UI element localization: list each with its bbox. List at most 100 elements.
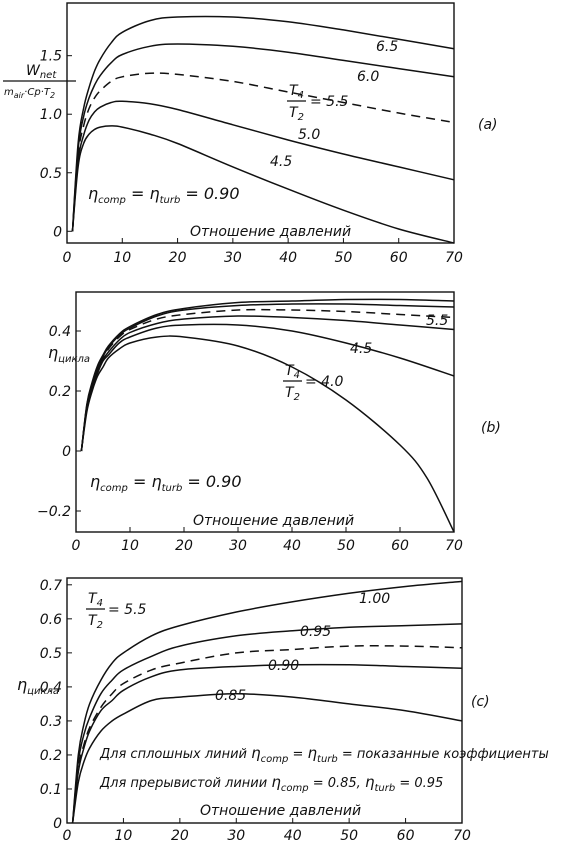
pc-series-0-85 bbox=[71, 692, 463, 824]
pb-series-6-0 bbox=[80, 303, 455, 452]
svg-text:T4: T4 bbox=[289, 83, 304, 101]
panel-c-x-ticks: 0 10 20 30 40 50 60 70 bbox=[63, 818, 471, 844]
panel-c-curve-label-0.90: 0.90 bbox=[268, 658, 299, 674]
panel-c-curve-label-0.95: 0.95 bbox=[300, 624, 331, 640]
panel-a-curves bbox=[71, 15, 455, 244]
panel-b-x-axis-label: Отношение давлений bbox=[193, 513, 354, 529]
panel-b-y-axis-label: ηцикла bbox=[48, 343, 90, 365]
pb-x-tick-label: 20 bbox=[175, 538, 193, 554]
panel-c-ratio-label: T4 T2 = 5.5 bbox=[86, 591, 147, 631]
pa-y-tick-label: 0.5 bbox=[40, 166, 62, 182]
panel-b-curve-label-5.5: 5.5 bbox=[426, 313, 448, 329]
pb-y-tick-label: 0.4 bbox=[49, 324, 71, 340]
pb-x-tick-label: 70 bbox=[445, 538, 463, 554]
pc-y-tick-label: 0 bbox=[53, 816, 62, 832]
panel-c-note-solid: Для сплошных линий ηcomp = ηturb = показ… bbox=[99, 744, 549, 765]
panel-b: 0 10 20 30 40 50 60 70 −0.2 0 0.2 0.4 5.5 4.5 T4 T… bbox=[37, 291, 501, 554]
pa-y-tick-label: 1.0 bbox=[40, 107, 62, 123]
pc-series-dashed bbox=[71, 645, 463, 824]
panel-a-x-ticks: 0 10 20 30 40 50 60 70 bbox=[63, 238, 463, 266]
panel-b-y-ticks: −0.2 0 0.2 0.4 bbox=[37, 324, 81, 520]
pb-series-5-0 bbox=[80, 315, 455, 452]
pb-series-4-0 bbox=[80, 335, 455, 533]
pc-y-tick-label: 0.3 bbox=[40, 714, 62, 730]
panel-b-curve-label-4.5: 4.5 bbox=[350, 341, 372, 357]
pc-x-tick-label: 70 bbox=[453, 828, 471, 844]
pc-y-tick-label: 0.2 bbox=[40, 748, 62, 764]
pc-series-1-00 bbox=[71, 580, 463, 824]
panel-a-curve-label-6.5: 6.5 bbox=[376, 39, 398, 55]
panel-c: 0 10 20 30 40 50 60 70 0 0.1 0.2 0.3 0.4 0.5 0.6 0.7 1… bbox=[17, 577, 549, 844]
pa-series-6-0 bbox=[71, 43, 455, 232]
pc-x-tick-label: 10 bbox=[115, 828, 133, 844]
pa-x-tick-label: 70 bbox=[445, 250, 463, 266]
pa-x-tick-label: 40 bbox=[279, 250, 297, 266]
panel-c-curves bbox=[71, 580, 463, 824]
pb-series-6-5 bbox=[80, 298, 455, 452]
svg-text:Wnet: Wnet bbox=[26, 63, 57, 81]
panel-a-x-axis-label: Отношение давлений bbox=[190, 224, 351, 240]
panel-b-curves bbox=[80, 298, 455, 533]
svg-text:T2: T2 bbox=[285, 385, 300, 403]
pa-y-tick-label: 1.5 bbox=[40, 49, 62, 65]
panel-a-curve-label-6.0: 6.0 bbox=[357, 69, 379, 85]
panel-c-y-ticks: 0 0.1 0.2 0.3 0.4 0.5 0.6 0.7 bbox=[40, 578, 72, 832]
svg-text:T4: T4 bbox=[88, 591, 103, 609]
pc-x-tick-label: 40 bbox=[284, 828, 302, 844]
panel-c-curve-label-1.00: 1.00 bbox=[359, 591, 390, 607]
pb-series-5-5 bbox=[80, 308, 455, 452]
panel-a-ratio-label: T4 T2 = 5.5 bbox=[287, 83, 349, 123]
panel-b-label: (b) bbox=[481, 420, 501, 436]
panel-a-curve-label-5.0: 5.0 bbox=[298, 127, 320, 143]
pb-y-tick-label: 0 bbox=[62, 444, 71, 460]
pa-series-6-5 bbox=[71, 15, 455, 232]
pc-x-tick-label: 50 bbox=[340, 828, 358, 844]
panel-a-label: (a) bbox=[478, 117, 498, 133]
panel-b-x-ticks: 0 10 20 30 40 50 60 70 bbox=[72, 527, 463, 554]
pc-y-tick-label: 0.7 bbox=[40, 578, 62, 594]
panel-c-curve-label-0.85: 0.85 bbox=[215, 688, 246, 704]
pc-y-tick-label: 0.6 bbox=[40, 612, 62, 628]
panel-c-frame bbox=[66, 577, 463, 824]
pa-series-5-5 bbox=[71, 72, 455, 232]
pa-x-tick-label: 20 bbox=[169, 250, 187, 266]
pc-y-tick-label: 0.5 bbox=[40, 646, 62, 662]
panel-b-ratio-value: = 4.0 bbox=[305, 374, 344, 390]
pc-y-tick-label: 0.1 bbox=[40, 782, 62, 798]
pa-x-tick-label: 30 bbox=[224, 250, 242, 266]
pb-series-4-5 bbox=[80, 323, 455, 452]
panel-a-ratio-value: = 5.5 bbox=[310, 94, 349, 110]
panel-c-label: (c) bbox=[471, 694, 490, 710]
pc-series-0-90 bbox=[71, 663, 463, 824]
pc-y-tick-label: 0.4 bbox=[40, 680, 62, 696]
svg-text:T4: T4 bbox=[285, 363, 300, 381]
pa-y-tick-label: 0 bbox=[53, 224, 62, 240]
pc-series-0-95 bbox=[71, 623, 463, 824]
panel-a-y-axis-label: Wnet mair·Cp·T2 bbox=[3, 63, 76, 100]
panel-c-y-axis-label: ηцикла bbox=[17, 675, 59, 697]
svg-text:mair·Cp·T2: mair·Cp·T2 bbox=[4, 87, 55, 100]
pb-x-tick-label: 60 bbox=[391, 538, 409, 554]
panel-b-efficiency-note: ηcomp = ηturb = 0.90 bbox=[90, 472, 242, 494]
panel-c-note-dashed: Для прерывистой линии ηcomp = 0.85, ηtur… bbox=[99, 773, 443, 794]
pa-x-tick-label: 50 bbox=[335, 250, 353, 266]
panel-c-ratio-value: = 5.5 bbox=[108, 602, 147, 618]
pb-x-tick-label: 40 bbox=[283, 538, 301, 554]
pc-x-tick-label: 60 bbox=[397, 828, 415, 844]
panel-c-x-axis-label: Отношение давлений bbox=[200, 803, 361, 819]
pb-x-tick-label: 30 bbox=[229, 538, 247, 554]
svg-text:T2: T2 bbox=[289, 105, 304, 123]
pa-series-4-5 bbox=[71, 125, 455, 244]
panel-b-frame bbox=[75, 291, 455, 533]
pb-y-tick-label: 0.2 bbox=[49, 384, 71, 400]
panel-b-ratio-label: T4 T2 = 4.0 bbox=[283, 363, 344, 403]
pc-x-tick-label: 30 bbox=[227, 828, 245, 844]
pb-x-tick-label: 10 bbox=[121, 538, 139, 554]
panel-a-curve-label-4.5: 4.5 bbox=[270, 154, 292, 170]
svg-text:T2: T2 bbox=[88, 613, 103, 631]
panel-a-efficiency-note: ηcomp = ηturb = 0.90 bbox=[88, 184, 240, 206]
pb-x-tick-label: 0 bbox=[72, 538, 81, 554]
pb-y-tick-label: −0.2 bbox=[37, 504, 71, 520]
pa-series-5-0 bbox=[71, 100, 455, 232]
